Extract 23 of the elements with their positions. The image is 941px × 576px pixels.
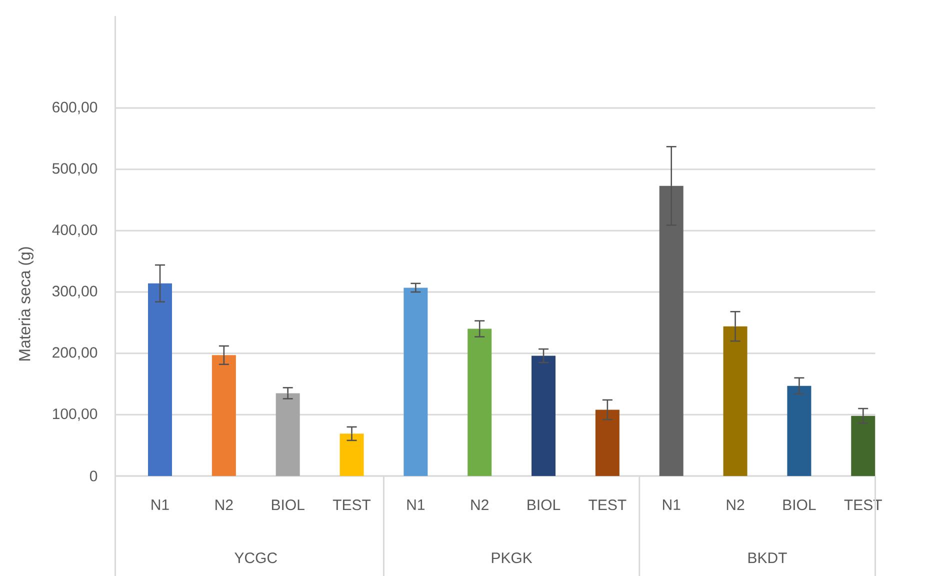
x-tick-label: TEST bbox=[844, 500, 882, 510]
x-tick-label: N2 bbox=[471, 500, 488, 510]
y-tick-label: 500,00 bbox=[52, 163, 98, 176]
y-tick-label: 400,00 bbox=[52, 224, 98, 237]
x-tick-label: N1 bbox=[663, 500, 680, 510]
x-tick-label: N1 bbox=[407, 500, 425, 510]
text: BKDT bbox=[748, 552, 787, 563]
y-axis-title: Materia seca (g) bbox=[18, 247, 34, 360]
text: PKGK bbox=[492, 552, 532, 564]
x-tick-label: N2 bbox=[216, 500, 233, 510]
x-tick-label: N1 bbox=[152, 500, 169, 510]
text: YCGC bbox=[234, 552, 277, 564]
x-tick-label: BIOL bbox=[783, 500, 816, 510]
x-tick-label: TEST bbox=[332, 500, 371, 510]
x-tick-label: TEST bbox=[588, 500, 626, 510]
y-tick-label: 600,00 bbox=[52, 102, 98, 114]
x-tick-label: BIOL bbox=[528, 500, 560, 510]
y-tick-label: 100,00 bbox=[52, 408, 98, 421]
x-tick-label: N2 bbox=[726, 500, 744, 510]
y-tick-label: 300,00 bbox=[52, 286, 98, 298]
y-tick-label: 200,00 bbox=[52, 347, 98, 360]
x-tick-label: BIOL bbox=[272, 500, 304, 510]
y-tick-label: 0 bbox=[90, 470, 98, 482]
